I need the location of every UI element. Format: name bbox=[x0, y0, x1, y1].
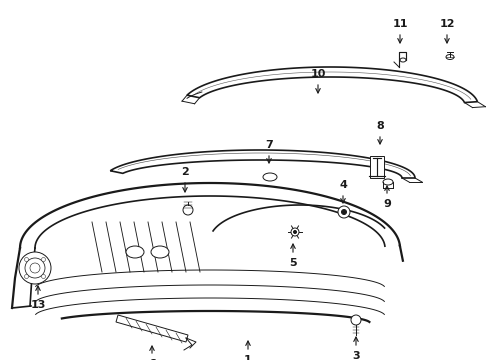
Text: 3: 3 bbox=[351, 351, 359, 360]
Text: 9: 9 bbox=[382, 199, 390, 209]
Text: 4: 4 bbox=[338, 180, 346, 190]
Circle shape bbox=[24, 257, 28, 261]
Ellipse shape bbox=[445, 54, 453, 59]
Circle shape bbox=[290, 228, 298, 236]
Circle shape bbox=[341, 210, 346, 215]
Polygon shape bbox=[187, 67, 476, 103]
Circle shape bbox=[337, 206, 349, 218]
Text: 7: 7 bbox=[264, 140, 272, 150]
Text: 10: 10 bbox=[310, 69, 325, 79]
Text: 6: 6 bbox=[148, 359, 156, 360]
Text: 5: 5 bbox=[288, 258, 296, 268]
Text: 2: 2 bbox=[181, 167, 188, 177]
FancyBboxPatch shape bbox=[369, 156, 383, 178]
Text: 8: 8 bbox=[375, 121, 383, 131]
Text: 12: 12 bbox=[438, 19, 454, 29]
Ellipse shape bbox=[151, 246, 169, 258]
Circle shape bbox=[25, 258, 45, 278]
Polygon shape bbox=[110, 150, 414, 178]
Circle shape bbox=[183, 205, 193, 215]
Text: 1: 1 bbox=[244, 355, 251, 360]
Ellipse shape bbox=[126, 246, 143, 258]
Circle shape bbox=[30, 263, 40, 273]
Text: 11: 11 bbox=[391, 19, 407, 29]
Circle shape bbox=[350, 315, 360, 325]
Circle shape bbox=[24, 274, 28, 279]
Circle shape bbox=[41, 257, 45, 261]
Ellipse shape bbox=[263, 173, 276, 181]
Text: 13: 13 bbox=[30, 300, 45, 310]
Circle shape bbox=[41, 274, 45, 279]
Circle shape bbox=[293, 230, 296, 234]
Polygon shape bbox=[116, 315, 187, 342]
Circle shape bbox=[19, 252, 51, 284]
Ellipse shape bbox=[399, 58, 405, 62]
Ellipse shape bbox=[382, 179, 392, 185]
